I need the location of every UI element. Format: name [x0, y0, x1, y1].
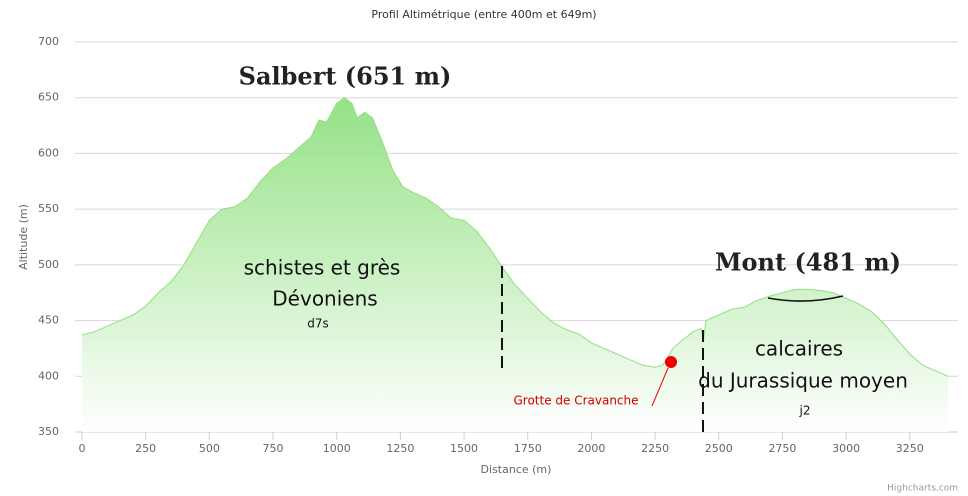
x-tick-label: 1750	[514, 442, 542, 455]
area-line	[81, 97, 949, 377]
x-tick-label: 3250	[896, 442, 924, 455]
x-tick-label: 1000	[323, 442, 351, 455]
y-axis-title: Altitude (m)	[17, 204, 30, 270]
x-tick-label: 3000	[832, 442, 860, 455]
x-tick-label: 2000	[577, 442, 605, 455]
y-tick-label: 700	[38, 35, 59, 48]
x-tick-label: 2500	[705, 442, 733, 455]
y-tick-label: 450	[38, 314, 59, 327]
annotation: Dévoniens	[272, 287, 377, 311]
annotation: Grotte de Cravanche	[513, 394, 638, 408]
annotation: calcaires	[755, 337, 843, 361]
annotation: Salbert (651 m)	[239, 62, 452, 91]
x-tick-label: 2750	[768, 442, 796, 455]
y-tick-label: 500	[38, 258, 59, 271]
y-tick-label: 650	[38, 91, 59, 104]
annotation: d7s	[307, 317, 329, 331]
y-tick-label: 400	[38, 369, 59, 382]
pointer	[651, 367, 669, 407]
summit-arc	[767, 295, 844, 302]
y-tick-label: 350	[38, 425, 59, 438]
cave-marker	[665, 356, 677, 368]
x-tick-label: 1500	[450, 442, 478, 455]
credit: Highcharts.com	[887, 484, 958, 494]
x-tick-label: 2250	[641, 442, 669, 455]
annotation: schistes et grès	[244, 256, 401, 280]
annotation: j2	[799, 404, 811, 418]
area-fill	[82, 97, 948, 432]
chart-title: Profil Altimétrique (entre 400m et 649m)	[371, 8, 596, 21]
y-tick-label: 600	[38, 146, 59, 159]
y-tick-label: 550	[38, 202, 59, 215]
x-axis-title: Distance (m)	[481, 463, 552, 476]
x-tick-label: 500	[199, 442, 220, 455]
x-tick-label: 750	[263, 442, 284, 455]
x-tick-label: 0	[79, 442, 86, 455]
annotation: Mont (481 m)	[715, 248, 901, 277]
x-tick-label: 250	[135, 442, 156, 455]
x-tick-label: 1250	[386, 442, 414, 455]
annotation: du Jurassique moyen	[698, 369, 908, 393]
